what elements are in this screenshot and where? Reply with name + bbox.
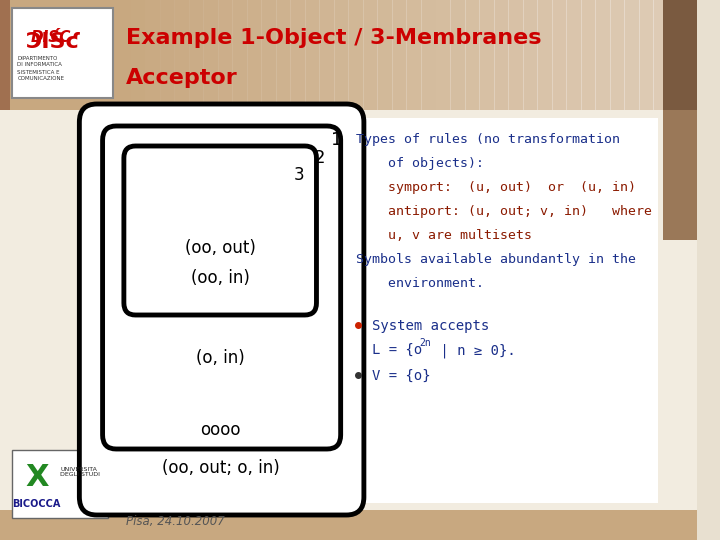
FancyBboxPatch shape [663, 110, 697, 240]
FancyBboxPatch shape [305, 0, 320, 110]
Text: Pisa, 24.10.2007: Pisa, 24.10.2007 [126, 516, 225, 529]
Text: | n ≥ 0}.: | n ≥ 0}. [431, 343, 516, 357]
FancyBboxPatch shape [0, 0, 9, 110]
FancyBboxPatch shape [12, 8, 113, 98]
Text: Acceptor: Acceptor [126, 68, 238, 88]
FancyBboxPatch shape [233, 0, 248, 110]
FancyBboxPatch shape [407, 0, 422, 110]
FancyBboxPatch shape [290, 0, 306, 110]
Text: 3: 3 [294, 166, 305, 184]
Text: (oo, out; o, in): (oo, out; o, in) [162, 459, 279, 477]
FancyBboxPatch shape [334, 0, 349, 110]
FancyBboxPatch shape [683, 0, 698, 110]
FancyBboxPatch shape [580, 0, 596, 110]
FancyBboxPatch shape [320, 0, 335, 110]
Text: 2n: 2n [419, 338, 431, 348]
Text: UNIVERSITA
DEGLI STUDI: UNIVERSITA DEGLI STUDI [60, 467, 100, 477]
Text: environment.: environment. [356, 277, 484, 290]
FancyBboxPatch shape [79, 104, 364, 515]
FancyBboxPatch shape [624, 0, 639, 110]
FancyBboxPatch shape [436, 0, 451, 110]
FancyBboxPatch shape [348, 0, 364, 110]
Text: u, v are multisets: u, v are multisets [356, 229, 532, 242]
Text: Symbols available abundantly in the: Symbols available abundantly in the [356, 253, 636, 266]
Text: (oo, out): (oo, out) [185, 239, 256, 257]
Text: (o, in): (o, in) [197, 349, 245, 367]
FancyBboxPatch shape [261, 0, 276, 110]
FancyBboxPatch shape [189, 0, 204, 110]
FancyBboxPatch shape [566, 0, 582, 110]
Text: System accepts: System accepts [372, 319, 489, 333]
FancyBboxPatch shape [450, 0, 466, 110]
Text: BICOCCA: BICOCCA [12, 499, 61, 509]
Text: L = {o: L = {o [372, 343, 422, 357]
FancyBboxPatch shape [479, 0, 495, 110]
FancyBboxPatch shape [508, 0, 523, 110]
FancyBboxPatch shape [377, 0, 393, 110]
Text: ƆΙŚƈ: ƆΙŚƈ [27, 32, 80, 52]
Text: 2: 2 [314, 149, 325, 167]
Text: Types of rules (no transformation: Types of rules (no transformation [356, 133, 620, 146]
FancyBboxPatch shape [552, 0, 567, 110]
FancyBboxPatch shape [0, 110, 697, 540]
FancyBboxPatch shape [343, 118, 658, 503]
FancyBboxPatch shape [464, 0, 480, 110]
Text: symport:  (u, out)  or  (u, in): symport: (u, out) or (u, in) [356, 181, 636, 194]
FancyBboxPatch shape [494, 0, 509, 110]
FancyBboxPatch shape [0, 0, 697, 110]
FancyBboxPatch shape [523, 0, 538, 110]
FancyBboxPatch shape [537, 0, 553, 110]
Text: DISC: DISC [31, 30, 71, 45]
Text: X: X [25, 463, 48, 492]
FancyBboxPatch shape [639, 0, 654, 110]
FancyBboxPatch shape [276, 0, 292, 110]
Text: of objects):: of objects): [356, 157, 484, 170]
Text: DI INFORMATICA: DI INFORMATICA [17, 63, 63, 68]
Text: COMUNICAZIONE: COMUNICAZIONE [17, 77, 64, 82]
Text: antiport: (u, out; v, in)   where: antiport: (u, out; v, in) where [356, 205, 652, 218]
FancyBboxPatch shape [174, 0, 189, 110]
FancyBboxPatch shape [124, 146, 317, 315]
Text: (oo, in): (oo, in) [192, 269, 250, 287]
FancyBboxPatch shape [610, 0, 625, 110]
FancyBboxPatch shape [363, 0, 379, 110]
Text: SISTEMISTICA E: SISTEMISTICA E [17, 70, 60, 75]
Text: 1: 1 [331, 131, 343, 149]
FancyBboxPatch shape [0, 510, 697, 540]
FancyBboxPatch shape [392, 0, 408, 110]
FancyBboxPatch shape [102, 126, 341, 449]
FancyBboxPatch shape [12, 450, 109, 518]
Text: oooo: oooo [200, 421, 241, 439]
FancyBboxPatch shape [653, 0, 669, 110]
Text: Example 1-Object / 3-Membranes: Example 1-Object / 3-Membranes [126, 28, 541, 48]
FancyBboxPatch shape [595, 0, 611, 110]
Text: V = {o}: V = {o} [372, 369, 431, 383]
FancyBboxPatch shape [247, 0, 262, 110]
FancyBboxPatch shape [667, 0, 683, 110]
FancyBboxPatch shape [663, 0, 697, 110]
FancyBboxPatch shape [217, 0, 233, 110]
FancyBboxPatch shape [421, 0, 436, 110]
Text: DIPARTIMENTO: DIPARTIMENTO [17, 56, 58, 60]
FancyBboxPatch shape [203, 0, 219, 110]
